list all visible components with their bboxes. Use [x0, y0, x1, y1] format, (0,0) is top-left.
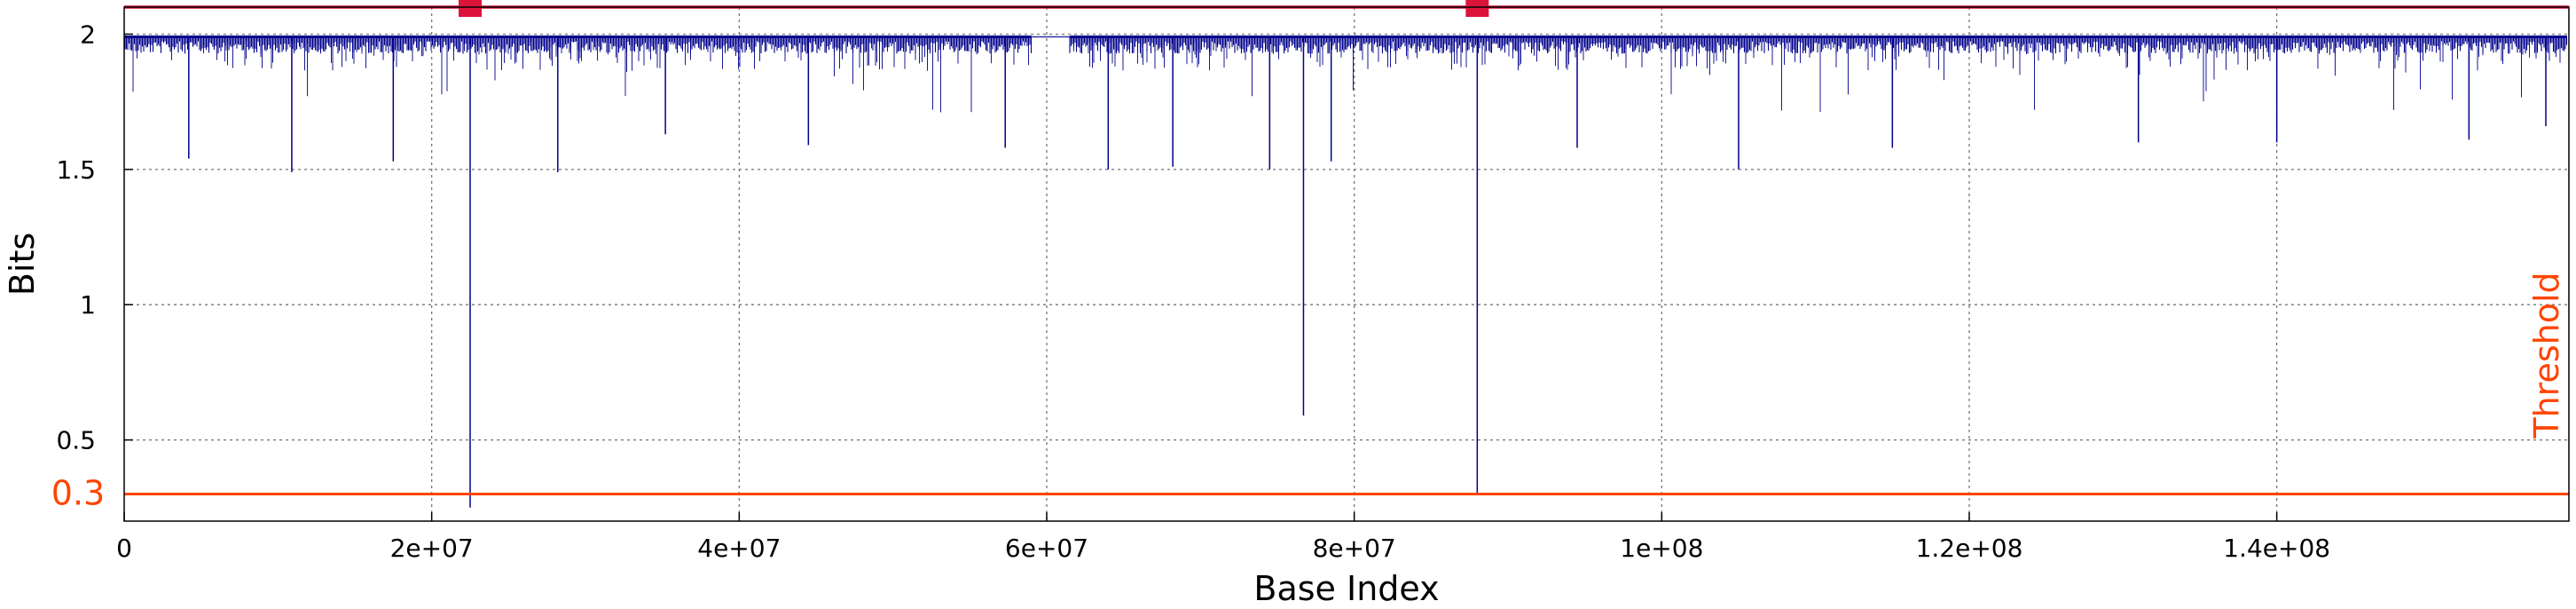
overlay-layer [124, 0, 2569, 496]
plot-area [123, 6, 2570, 522]
x-tick-label: 1.4e+08 [2223, 534, 2330, 563]
y-tick-label: 2 [80, 20, 96, 49]
series-layer [124, 36, 2568, 508]
y-tick-label: 1.5 [56, 155, 96, 185]
x-tick-label: 2e+07 [390, 534, 474, 563]
tick-labels: 0 2e+07 4e+07 6e+07 8e+07 1e+08 1.2e+08 1.4e+08… [56, 20, 2330, 563]
x-tick-label: 0 [116, 534, 132, 563]
grid-lines [123, 7, 2569, 521]
threshold-label: Threshold [2527, 272, 2566, 439]
square-marker [459, 0, 482, 17]
y-tick-label: 1 [80, 290, 96, 320]
x-axis-title: Base Index [1253, 569, 1439, 608]
y-axis-title: Bits [3, 233, 42, 296]
series-band [124, 36, 2568, 54]
x-tick-label: 4e+07 [697, 534, 781, 563]
x-tick-label: 6e+07 [1005, 534, 1088, 563]
x-tick-label: 8e+07 [1313, 534, 1396, 563]
square-marker [1465, 0, 1489, 17]
threshold-value-label: 0.3 [51, 474, 105, 513]
y-tick-label: 0.5 [56, 426, 96, 455]
x-tick-label: 1.2e+08 [1916, 534, 2023, 563]
x-tick-label: 1e+08 [1620, 534, 1703, 563]
